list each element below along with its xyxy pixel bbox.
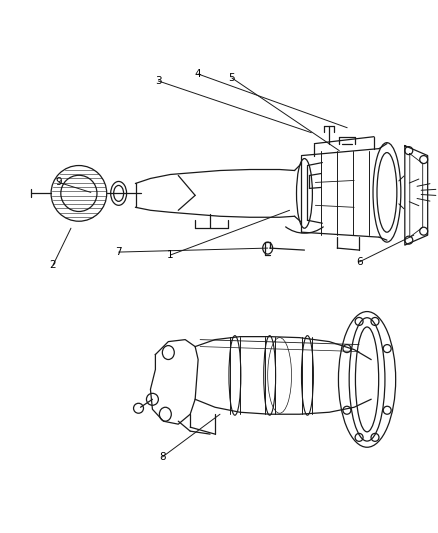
Text: 3: 3 (155, 76, 162, 86)
Text: 9: 9 (56, 177, 62, 188)
Text: 1: 1 (167, 250, 173, 260)
Text: 4: 4 (195, 69, 201, 79)
Text: 2: 2 (50, 260, 57, 270)
Text: 7: 7 (115, 247, 122, 257)
Text: 8: 8 (159, 452, 166, 462)
Text: 6: 6 (356, 257, 362, 267)
Text: 5: 5 (229, 73, 235, 83)
